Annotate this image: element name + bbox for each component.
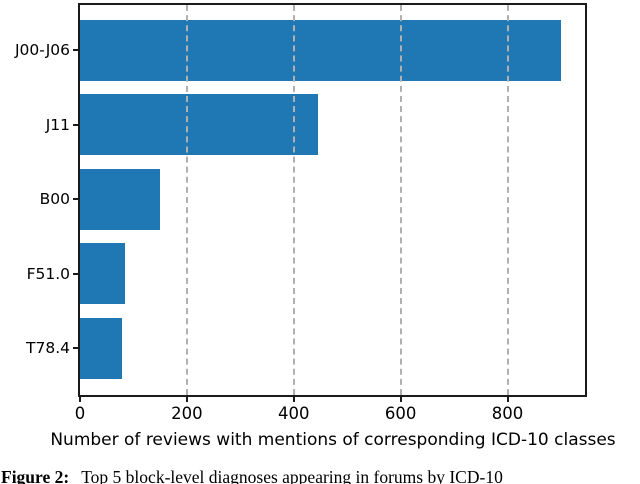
x-tick-mark — [292, 397, 295, 402]
y-tick-mark — [73, 123, 78, 126]
x-tick-label: 400 — [278, 404, 310, 423]
plot-area — [78, 3, 587, 397]
figure-caption: Figure 2: Top 5 block-level diagnoses app… — [1, 467, 503, 484]
x-tick-mark — [399, 397, 402, 402]
y-tick-mark — [73, 198, 78, 200]
gridline — [399, 5, 402, 395]
bar-j11 — [80, 94, 318, 155]
x-tick-mark — [185, 397, 188, 402]
x-tick-mark — [506, 397, 509, 402]
bar-b00 — [80, 168, 161, 230]
bar-j00-j06 — [80, 19, 561, 81]
y-tick-mark — [73, 49, 78, 51]
gridline — [292, 5, 295, 395]
gridline — [506, 5, 509, 395]
y-tick-label: B00 — [39, 190, 70, 208]
y-tick-label: F51.0 — [26, 264, 70, 283]
y-tick-label: T78.4 — [26, 339, 70, 357]
x-tick-label: 0 — [74, 404, 86, 423]
x-tick-label: 600 — [384, 404, 417, 423]
bar-f51.0 — [80, 243, 126, 304]
x-tick-label: 800 — [491, 404, 524, 423]
bar-t78.4 — [80, 317, 122, 379]
y-tick-label: J11 — [45, 115, 70, 134]
gridline — [185, 5, 188, 395]
y-tick-mark — [73, 272, 78, 275]
x-tick-mark — [79, 397, 81, 402]
x-tick-label: 200 — [171, 404, 203, 423]
plot-inner — [80, 5, 585, 395]
y-tick-label: J00-J06 — [14, 41, 70, 59]
y-tick-mark — [73, 347, 78, 349]
x-axis-label: Number of reviews with mentions of corre… — [50, 430, 616, 450]
caption-label: Figure 2: — [1, 467, 70, 484]
caption-text: Top 5 block-level diagnoses appearing in… — [81, 467, 503, 484]
